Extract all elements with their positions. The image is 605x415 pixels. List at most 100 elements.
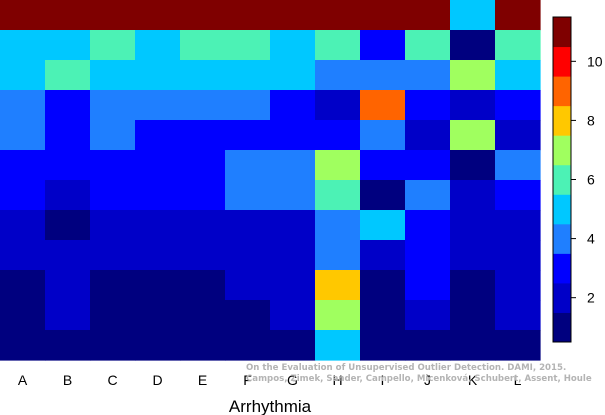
heatmap-cell: [0, 90, 46, 121]
heatmap-cell: [495, 30, 541, 61]
heatmap-cell: [180, 60, 226, 91]
colorbar-segment: [553, 164, 571, 195]
heatmap-cell: [0, 120, 46, 151]
x-tick-label: H: [332, 372, 342, 388]
heatmap-cell: [450, 240, 496, 271]
heatmap-cell: [0, 240, 46, 271]
heatmap-cell: [450, 210, 496, 241]
heatmap-cell: [360, 0, 406, 31]
heatmap-cell: [180, 90, 226, 121]
colorbar: [552, 16, 572, 343]
heatmap-cell: [0, 270, 46, 301]
heatmap-cell: [270, 270, 316, 301]
heatmap-cell: [405, 150, 451, 181]
heatmap-cell: [135, 180, 181, 211]
heatmap-cell: [405, 300, 451, 331]
heatmap-cell: [270, 240, 316, 271]
heatmap-cell: [360, 120, 406, 151]
heatmap-cell: [495, 300, 541, 331]
heatmap-cell: [270, 120, 316, 151]
colorbar-segment: [553, 223, 571, 254]
colorbar-segment: [553, 76, 571, 107]
heatmap-cell: [45, 0, 91, 31]
heatmap-cell: [495, 60, 541, 91]
heatmap-cell: [405, 120, 451, 151]
heatmap-cell: [315, 270, 361, 301]
heatmap-cell: [45, 150, 91, 181]
heatmap-cell: [450, 150, 496, 181]
heatmap-cell: [180, 120, 226, 151]
heatmap-cell: [225, 270, 271, 301]
heatmap-cell: [135, 150, 181, 181]
credit-line-1: On the Evaluation of Unsupervised Outlie…: [246, 363, 567, 373]
heatmap-cell: [0, 180, 46, 211]
heatmap-cell: [180, 330, 226, 361]
heatmap-cell: [225, 300, 271, 331]
heatmap-cell: [135, 0, 181, 31]
heatmap-cell: [495, 180, 541, 211]
heatmap-cell: [405, 240, 451, 271]
heatmap-cell: [495, 150, 541, 181]
heatmap-cell: [270, 300, 316, 331]
heatmap-cell: [45, 210, 91, 241]
heatmap-cell: [315, 0, 361, 31]
x-axis-label: Arrhythmia: [229, 397, 312, 415]
heatmap-cell: [405, 180, 451, 211]
heatmap-cell: [360, 210, 406, 241]
heatmap-cell: [90, 180, 136, 211]
heatmap-cell: [90, 150, 136, 181]
heatmap-cell: [405, 60, 451, 91]
x-tick-label: B: [63, 372, 72, 388]
heatmap-cell: [315, 240, 361, 271]
heatmap-cell: [225, 240, 271, 271]
heatmap-cell: [405, 270, 451, 301]
heatmap-cell: [45, 30, 91, 61]
heatmap-cell: [90, 210, 136, 241]
heatmap-cell: [0, 60, 46, 91]
heatmap-cell: [315, 120, 361, 151]
colorbar-segment: [553, 282, 571, 313]
heatmap-cell: [495, 240, 541, 271]
heatmap-cell: [270, 150, 316, 181]
heatmap-cell: [45, 240, 91, 271]
heatmap-cell: [180, 300, 226, 331]
heatmap-cell: [135, 270, 181, 301]
heatmap-cell: [450, 270, 496, 301]
heatmap-cell: [270, 60, 316, 91]
heatmap-cell: [315, 90, 361, 121]
heatmap-cell: [495, 330, 541, 361]
heatmap-cell: [405, 210, 451, 241]
heatmap-cell: [360, 300, 406, 331]
heatmap-cell: [135, 90, 181, 121]
heatmap-cell: [315, 210, 361, 241]
heatmap-cell: [0, 330, 46, 361]
x-tick-label: I: [381, 372, 385, 388]
x-tick-label: F: [243, 372, 252, 388]
colorbar-tick-labels: 2 4 6 8 10: [571, 53, 603, 306]
heatmap-cell: [450, 90, 496, 121]
colorbar-segment: [553, 194, 571, 225]
heatmap-cell: [450, 330, 496, 361]
colorbar-tick-label: 6: [587, 172, 595, 188]
heatmap-cell: [90, 270, 136, 301]
heatmap-cell: [180, 180, 226, 211]
colorbar-segment: [553, 312, 571, 343]
heatmap-cell: [315, 30, 361, 61]
heatmap-cell: [45, 270, 91, 301]
heatmap-cell: [270, 90, 316, 121]
heatmap-cell: [450, 30, 496, 61]
heatmap-cell: [90, 120, 136, 151]
heatmap-cell: [315, 300, 361, 331]
credit-line-2: Campos, Zimek, Sander, Campello, Micenko…: [246, 374, 592, 384]
heatmap-cell: [450, 180, 496, 211]
colorbar-segment: [553, 135, 571, 166]
heatmap-cell: [360, 150, 406, 181]
heatmap-cell: [0, 300, 46, 331]
heatmap-cell: [495, 0, 541, 31]
x-tick-label: E: [198, 372, 207, 388]
heatmap-cell: [270, 30, 316, 61]
heatmap-cell: [225, 60, 271, 91]
x-tick-label: L: [514, 372, 522, 388]
heatmap-cell: [495, 210, 541, 241]
